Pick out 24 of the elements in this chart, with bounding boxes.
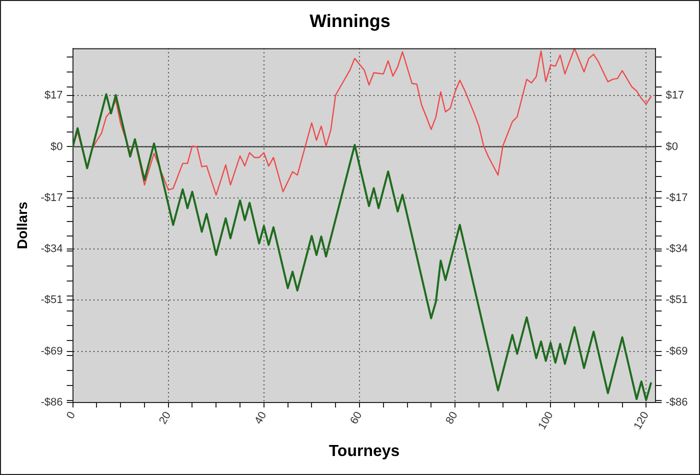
y-tick-label: $0 (50, 140, 63, 153)
x-tick-label: 120 (632, 410, 652, 432)
y-tick-label: -$17 (40, 192, 63, 204)
chart-title: Winnings (310, 10, 390, 31)
x-tick-label: 0 (64, 410, 78, 422)
y2-tick-label: -$34 (666, 243, 688, 256)
x-tick-label: 40 (252, 410, 270, 426)
y-tick-label: $17 (44, 90, 63, 102)
y2-tick-label: $17 (666, 90, 684, 102)
y-tick-label: -$86 (40, 396, 63, 409)
y2-tick-label: -$86 (666, 396, 688, 409)
y2-tick-label: -$69 (666, 345, 688, 358)
x-tick-label: 20 (157, 410, 174, 426)
y-axis-title: Dollars (14, 201, 30, 250)
x-axis-title: Tourneys (328, 442, 400, 460)
x-tick-label: 60 (348, 410, 365, 426)
y2-tick-label: $0 (666, 140, 678, 153)
y-tick-label: -$51 (40, 294, 63, 306)
y-tick-label: -$69 (40, 345, 63, 358)
y-tick-label: -$34 (40, 243, 63, 256)
y2-tick-label: -$51 (666, 294, 688, 306)
x-tick-label: 100 (536, 410, 556, 432)
y2-tick-label: -$17 (666, 192, 688, 204)
x-tick-label: 80 (444, 410, 460, 426)
